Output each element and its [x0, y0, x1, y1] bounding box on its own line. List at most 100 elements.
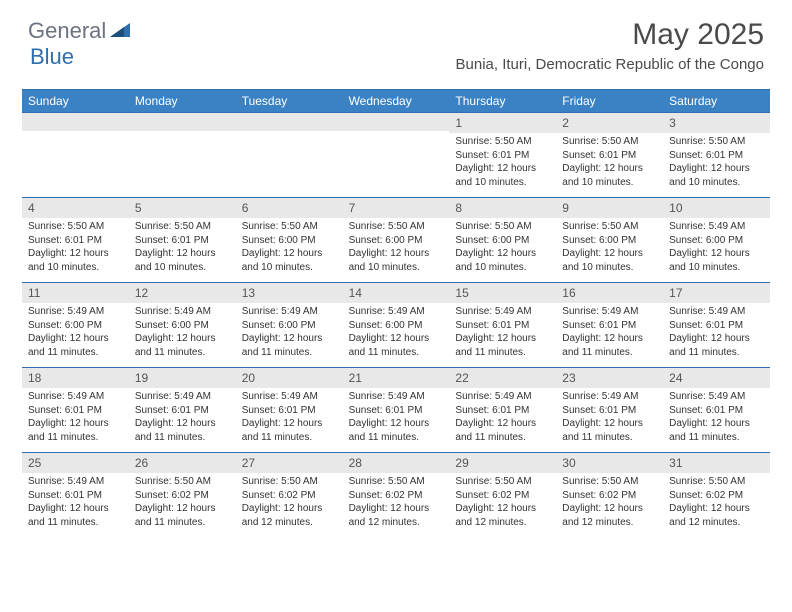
- day-cell: 16Sunrise: 5:49 AMSunset: 6:01 PMDayligh…: [556, 283, 663, 367]
- sunset-text: Sunset: 6:01 PM: [135, 234, 230, 248]
- day-details: Sunrise: 5:49 AMSunset: 6:00 PMDaylight:…: [129, 303, 236, 365]
- week-row: 4Sunrise: 5:50 AMSunset: 6:01 PMDaylight…: [22, 197, 770, 282]
- day-number: 4: [22, 198, 129, 218]
- day-number: 15: [449, 283, 556, 303]
- day-details: Sunrise: 5:50 AMSunset: 6:00 PMDaylight:…: [236, 218, 343, 280]
- weekday-header: Wednesday: [343, 90, 450, 112]
- day-cell: 23Sunrise: 5:49 AMSunset: 6:01 PMDayligh…: [556, 368, 663, 452]
- day-details: Sunrise: 5:50 AMSunset: 6:02 PMDaylight:…: [343, 473, 450, 535]
- daylight-text: Daylight: 12 hours and 10 minutes.: [562, 162, 657, 189]
- sunset-text: Sunset: 6:00 PM: [669, 234, 764, 248]
- day-cell: 26Sunrise: 5:50 AMSunset: 6:02 PMDayligh…: [129, 453, 236, 537]
- sunrise-text: Sunrise: 5:50 AM: [28, 220, 123, 234]
- day-cell: 15Sunrise: 5:49 AMSunset: 6:01 PMDayligh…: [449, 283, 556, 367]
- day-number: 11: [22, 283, 129, 303]
- day-number: 5: [129, 198, 236, 218]
- day-details: Sunrise: 5:49 AMSunset: 6:01 PMDaylight:…: [343, 388, 450, 450]
- day-number: 24: [663, 368, 770, 388]
- day-number: 16: [556, 283, 663, 303]
- day-details: Sunrise: 5:49 AMSunset: 6:00 PMDaylight:…: [236, 303, 343, 365]
- sunrise-text: Sunrise: 5:50 AM: [562, 475, 657, 489]
- day-number: 17: [663, 283, 770, 303]
- daylight-text: Daylight: 12 hours and 12 minutes.: [242, 502, 337, 529]
- day-cell: 30Sunrise: 5:50 AMSunset: 6:02 PMDayligh…: [556, 453, 663, 537]
- day-number: [22, 113, 129, 131]
- day-cell: 8Sunrise: 5:50 AMSunset: 6:00 PMDaylight…: [449, 198, 556, 282]
- sunset-text: Sunset: 6:01 PM: [28, 234, 123, 248]
- sunset-text: Sunset: 6:01 PM: [562, 319, 657, 333]
- daylight-text: Daylight: 12 hours and 11 minutes.: [242, 417, 337, 444]
- day-number: 1: [449, 113, 556, 133]
- logo-text-b: Blue: [30, 44, 74, 69]
- day-details: Sunrise: 5:50 AMSunset: 6:02 PMDaylight:…: [556, 473, 663, 535]
- day-cell: [22, 113, 129, 197]
- header: General May 2025 Bunia, Ituri, Democrati…: [0, 0, 792, 77]
- day-cell: 22Sunrise: 5:49 AMSunset: 6:01 PMDayligh…: [449, 368, 556, 452]
- daylight-text: Daylight: 12 hours and 11 minutes.: [349, 417, 444, 444]
- week-row: 11Sunrise: 5:49 AMSunset: 6:00 PMDayligh…: [22, 282, 770, 367]
- day-details: Sunrise: 5:50 AMSunset: 6:01 PMDaylight:…: [129, 218, 236, 280]
- day-number: 19: [129, 368, 236, 388]
- day-number: 26: [129, 453, 236, 473]
- sunset-text: Sunset: 6:01 PM: [669, 404, 764, 418]
- sunrise-text: Sunrise: 5:49 AM: [349, 390, 444, 404]
- daylight-text: Daylight: 12 hours and 10 minutes.: [562, 247, 657, 274]
- day-cell: 5Sunrise: 5:50 AMSunset: 6:01 PMDaylight…: [129, 198, 236, 282]
- sunrise-text: Sunrise: 5:49 AM: [669, 305, 764, 319]
- day-cell: 9Sunrise: 5:50 AMSunset: 6:00 PMDaylight…: [556, 198, 663, 282]
- day-number: [236, 113, 343, 131]
- sunrise-text: Sunrise: 5:50 AM: [135, 475, 230, 489]
- sunrise-text: Sunrise: 5:49 AM: [455, 390, 550, 404]
- weekday-header: Tuesday: [236, 90, 343, 112]
- sunset-text: Sunset: 6:01 PM: [562, 404, 657, 418]
- day-details: Sunrise: 5:50 AMSunset: 6:00 PMDaylight:…: [343, 218, 450, 280]
- weekday-header: Sunday: [22, 90, 129, 112]
- weekday-header: Monday: [129, 90, 236, 112]
- day-number: 8: [449, 198, 556, 218]
- day-details: Sunrise: 5:50 AMSunset: 6:02 PMDaylight:…: [449, 473, 556, 535]
- day-cell: 28Sunrise: 5:50 AMSunset: 6:02 PMDayligh…: [343, 453, 450, 537]
- sunset-text: Sunset: 6:01 PM: [669, 149, 764, 163]
- daylight-text: Daylight: 12 hours and 10 minutes.: [242, 247, 337, 274]
- daylight-text: Daylight: 12 hours and 11 minutes.: [135, 332, 230, 359]
- day-details: Sunrise: 5:49 AMSunset: 6:00 PMDaylight:…: [343, 303, 450, 365]
- day-cell: 18 Sunrise: 5:49 AMSunset: 6:01 PMDayligh…: [22, 368, 129, 452]
- day-details: Sunrise: 5:49 AMSunset: 6:01 PMDaylight:…: [449, 303, 556, 365]
- day-number: 27: [236, 453, 343, 473]
- day-cell: 13Sunrise: 5:49 AMSunset: 6:00 PMDayligh…: [236, 283, 343, 367]
- day-details: Sunrise: 5:49 AMSunset: 6:01 PMDaylight:…: [663, 388, 770, 450]
- day-cell: 3Sunrise: 5:50 AMSunset: 6:01 PMDaylight…: [663, 113, 770, 197]
- day-number: 22: [449, 368, 556, 388]
- day-cell: 17Sunrise: 5:49 AMSunset: 6:01 PMDayligh…: [663, 283, 770, 367]
- sunset-text: Sunset: 6:01 PM: [135, 404, 230, 418]
- sunrise-text: Sunrise: 5:49 AM: [28, 390, 123, 404]
- sunset-text: Sunset: 6:01 PM: [28, 404, 123, 418]
- sunset-text: Sunset: 6:02 PM: [349, 489, 444, 503]
- sunrise-text: Sunrise: 5:50 AM: [135, 220, 230, 234]
- calendar: Sunday Monday Tuesday Wednesday Thursday…: [22, 89, 770, 537]
- sunrise-text: Sunrise: 5:50 AM: [455, 475, 550, 489]
- weekday-header-row: Sunday Monday Tuesday Wednesday Thursday…: [22, 90, 770, 112]
- day-number: 12: [129, 283, 236, 303]
- day-cell: [129, 113, 236, 197]
- day-details: Sunrise: 5:49 AMSunset: 6:01 PMDaylight:…: [22, 473, 129, 535]
- day-cell: 11Sunrise: 5:49 AMSunset: 6:00 PMDayligh…: [22, 283, 129, 367]
- day-number: 3: [663, 113, 770, 133]
- daylight-text: Daylight: 12 hours and 12 minutes.: [349, 502, 444, 529]
- day-number: 2: [556, 113, 663, 133]
- daylight-text: Daylight: 12 hours and 10 minutes.: [349, 247, 444, 274]
- sunrise-text: Sunrise: 5:49 AM: [669, 390, 764, 404]
- day-number: [129, 113, 236, 131]
- sunset-text: Sunset: 6:02 PM: [562, 489, 657, 503]
- daylight-text: Daylight: 12 hours and 11 minutes.: [28, 417, 123, 444]
- day-details: Sunrise: 5:49 AMSunset: 6:01 PMDaylight:…: [556, 303, 663, 365]
- sunrise-text: Sunrise: 5:50 AM: [455, 220, 550, 234]
- day-number: 13: [236, 283, 343, 303]
- sunset-text: Sunset: 6:02 PM: [455, 489, 550, 503]
- day-details: Sunrise: 5:49 AMSunset: 6:01 PMDaylight:…: [129, 388, 236, 450]
- day-number: 18: [22, 368, 129, 388]
- sunset-text: Sunset: 6:00 PM: [455, 234, 550, 248]
- location-subtitle: Bunia, Ituri, Democratic Republic of the…: [456, 56, 765, 73]
- sunrise-text: Sunrise: 5:49 AM: [669, 220, 764, 234]
- sunrise-text: Sunrise: 5:50 AM: [242, 475, 337, 489]
